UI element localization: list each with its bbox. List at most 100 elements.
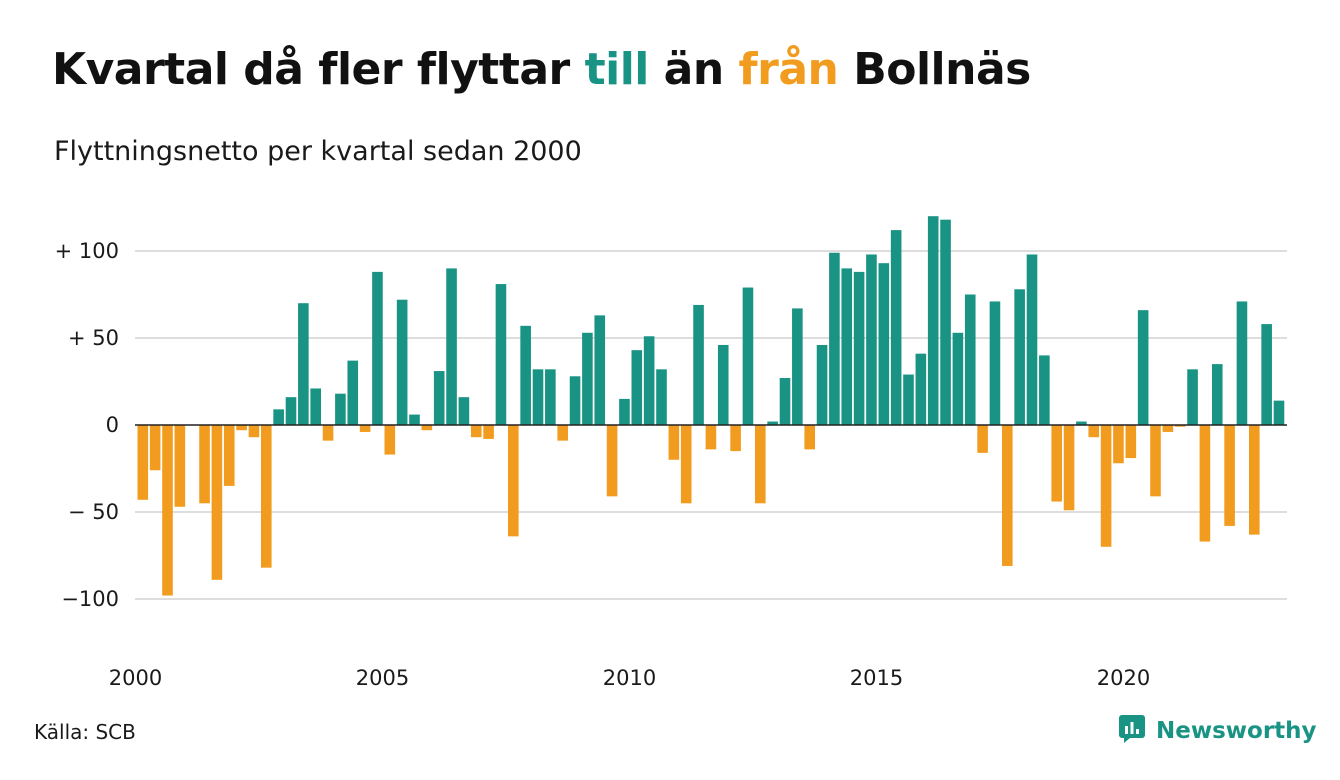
bar-2010K1 (631, 350, 643, 425)
grid-lines (135, 250, 1287, 600)
bar-2002K2 (248, 425, 260, 438)
x-tick-label: 2005 (356, 666, 409, 690)
bar-2006K3 (458, 397, 470, 425)
brand-logo: Newsworthy (1118, 714, 1317, 748)
bar-2005K4 (421, 425, 433, 431)
bar-2004K1 (335, 393, 346, 425)
bar-2014K1 (829, 252, 840, 425)
bar-2020K4 (1162, 425, 1174, 432)
chart-title: Kvartal då fler flyttar till än från Bol… (52, 44, 1031, 95)
bar-2019K4 (1113, 425, 1124, 464)
bar-2021K2 (1187, 369, 1198, 425)
bar-2011K2 (693, 304, 704, 425)
bar-2010K4 (668, 425, 680, 460)
source-note: Källa: SCB (34, 720, 136, 744)
bar-2004K3 (359, 425, 371, 432)
newsworthy-logo-icon (1118, 714, 1148, 748)
bar-2012K2 (742, 287, 754, 425)
bar-2017K3 (1002, 425, 1013, 566)
bar-2003K4 (322, 425, 334, 441)
bar-2003K3 (310, 388, 321, 425)
title-part-1: Kvartal då fler flyttar (52, 44, 585, 95)
bar-2019K3 (1100, 425, 1112, 547)
bar-2005K2 (396, 299, 408, 425)
x-tick-label: 2020 (1097, 666, 1150, 690)
x-tick-label: 2015 (850, 666, 903, 690)
bar-2016K2 (940, 219, 951, 425)
y-tick-label: + 100 (55, 239, 119, 263)
x-axis-ticks: 2000 2005 2010 2015 2020 (109, 666, 1150, 690)
bar-2021K1 (1174, 425, 1186, 427)
y-tick-label: 0 (106, 413, 119, 437)
bar-2021K3 (1199, 425, 1211, 542)
bar-2019K1 (1076, 421, 1087, 425)
bar-2007K1 (483, 425, 494, 439)
bar-2020K1 (1125, 425, 1137, 459)
bar-2015K1 (878, 263, 890, 425)
bar-2005K3 (409, 414, 420, 425)
y-tick-label: −100 (61, 587, 119, 611)
bar-2008K4 (569, 376, 581, 425)
bar-2013K3 (804, 425, 815, 450)
bar-2010K3 (656, 369, 667, 425)
bar-2003K1 (285, 397, 297, 425)
bar-2020K3 (1150, 425, 1161, 497)
bar-2017K1 (977, 425, 988, 453)
bar-2015K4 (915, 353, 927, 425)
bar-2022K3 (1249, 425, 1260, 535)
bar-2002K1 (236, 425, 247, 431)
bar-2005K1 (384, 425, 396, 455)
bar-2012K4 (767, 421, 778, 425)
bar-2016K1 (927, 216, 939, 425)
bar-2009K4 (619, 398, 630, 425)
bar-2022K4 (1261, 324, 1272, 425)
bar-2013K4 (816, 344, 828, 425)
bar-2000K3 (162, 425, 173, 596)
bar-2012K1 (730, 425, 741, 452)
bars (137, 216, 1285, 596)
bar-2013K1 (779, 378, 791, 425)
bar-2021K4 (1211, 364, 1223, 425)
bar-2011K4 (717, 344, 729, 425)
bar-2001K3 (211, 425, 223, 580)
bar-2017K2 (989, 301, 1001, 425)
bar-2014K3 (853, 271, 865, 425)
bar-2006K4 (470, 425, 482, 438)
bar-2006K1 (433, 371, 445, 425)
title-part-2: än (648, 44, 739, 95)
bar-2003K2 (298, 303, 309, 425)
title-highlight-till: till (584, 44, 650, 95)
bar-2016K4 (964, 294, 976, 425)
bar-2002K4 (273, 409, 284, 425)
bar-2020K2 (1137, 310, 1149, 425)
bar-2001K4 (223, 425, 235, 486)
bar-2004K4 (372, 271, 383, 425)
bar-2001K2 (199, 425, 210, 504)
bar-2022K1 (1224, 425, 1235, 526)
bar-2000K2 (149, 425, 161, 471)
bar-2008K1 (532, 369, 544, 425)
title-highlight-fran: från (738, 44, 839, 95)
bar-2009K1 (582, 332, 593, 425)
bar-2008K2 (545, 369, 556, 425)
y-tick-label: − 50 (68, 500, 119, 524)
title-part-3: Bollnäs (838, 44, 1031, 95)
chart-subtitle: Flyttningsnetto per kvartal sedan 2000 (54, 136, 582, 167)
bar-2018K4 (1063, 425, 1075, 511)
bar-2023K1 (1273, 400, 1285, 425)
bar-2017K4 (1014, 289, 1025, 425)
bar-2018K2 (1039, 355, 1050, 425)
bar-2022K2 (1236, 301, 1248, 425)
bar-2015K3 (903, 374, 914, 425)
bar-2011K1 (680, 425, 692, 504)
bar-2006K2 (446, 268, 457, 425)
bar-2015K2 (890, 230, 902, 425)
bar-2014K4 (866, 254, 877, 425)
bar-2018K3 (1051, 425, 1062, 502)
bar-2018K1 (1026, 254, 1038, 425)
bar-2013K2 (792, 308, 803, 425)
y-tick-label: + 50 (68, 326, 119, 350)
bar-2009K3 (606, 425, 618, 497)
bar-2009K2 (594, 315, 606, 425)
